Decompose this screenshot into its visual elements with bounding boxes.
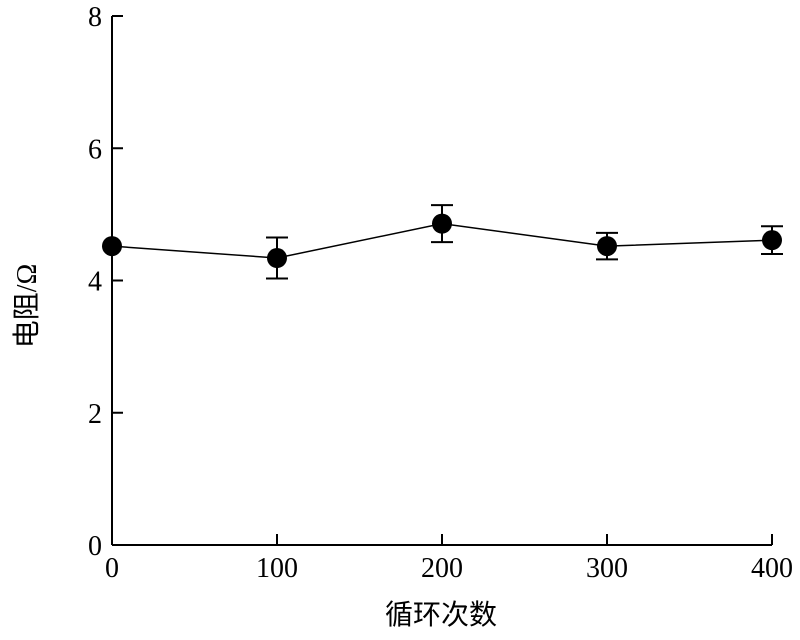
data-point [597,236,617,257]
data-point [102,236,122,257]
data-point-layer [102,213,782,269]
x-tick-label: 100 [256,553,298,584]
y-tick-label: 6 [88,134,102,165]
y-axis-title: 电阻/Ω [11,264,43,349]
y-tick-label: 2 [88,399,102,430]
x-tick-label: 0 [105,553,119,584]
x-tick-label: 300 [586,553,628,584]
tick-label-layer: 0 2 4 6 8 0 100 200 300 400 [88,2,793,584]
y-tick-label: 4 [88,267,102,298]
data-point [762,230,782,251]
y-tick-label: 8 [88,2,102,33]
data-point [432,213,452,234]
x-tick-label: 400 [751,553,793,584]
data-point [267,248,287,269]
x-axis-title: 循环次数 [385,599,497,631]
x-tick-label: 200 [421,553,463,584]
y-tick-label: 0 [88,531,102,562]
axes [111,15,773,546]
